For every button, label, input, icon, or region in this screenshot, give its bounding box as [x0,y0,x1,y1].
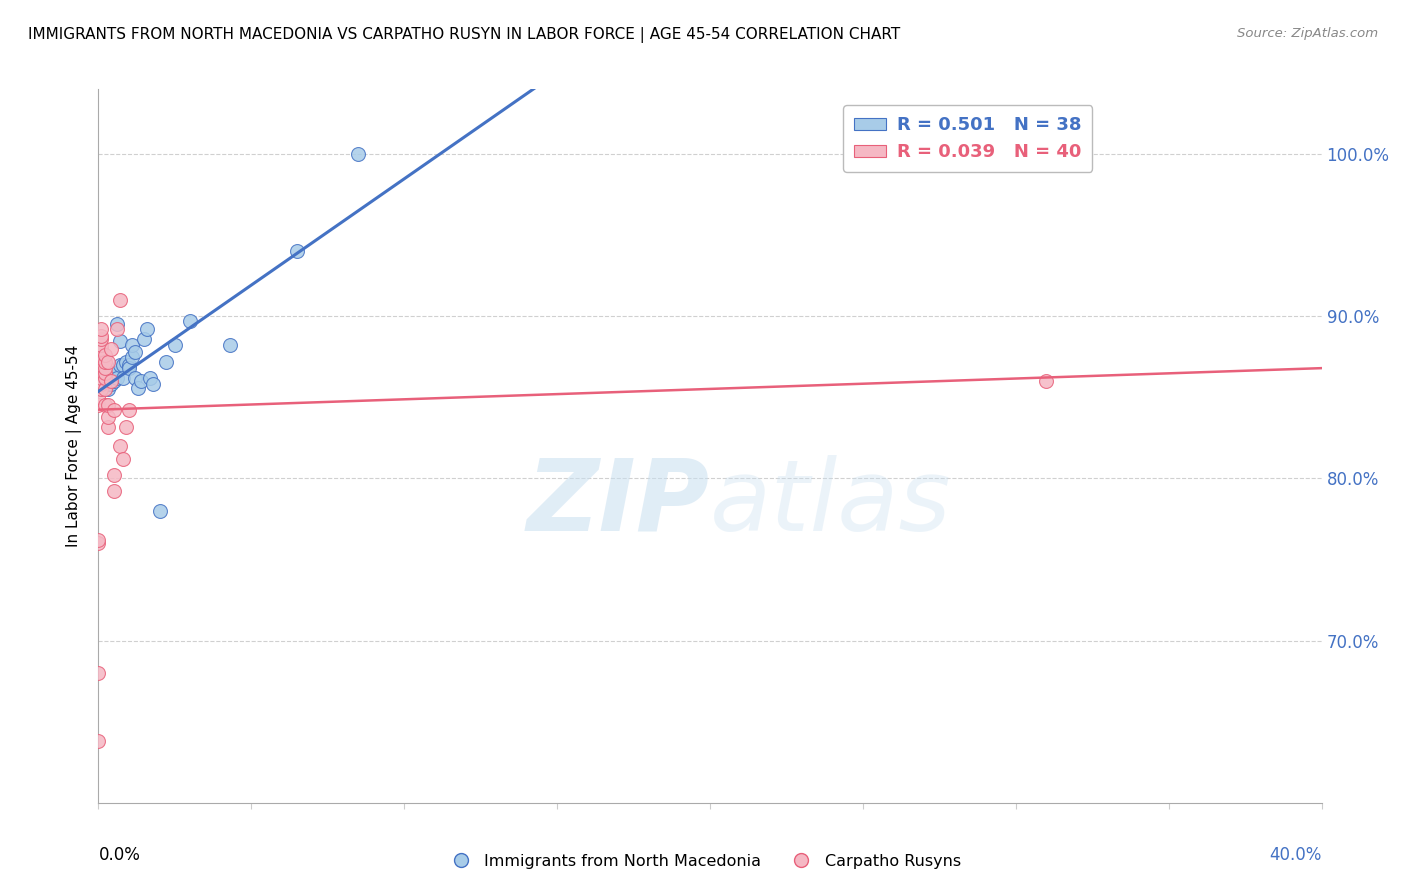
Point [87,666,110,681]
Point [105,371,128,385]
Text: 40.0%: 40.0% [1270,846,1322,863]
Point [90,364,112,378]
Point [97,354,120,368]
Point [179,314,201,328]
Point [100,342,122,356]
Point [90,322,112,336]
Point [136,322,159,336]
Point [129,374,152,388]
Point [124,345,146,359]
Point [93,354,115,368]
Point [90,382,112,396]
Point [111,371,134,385]
Point [105,318,128,332]
Point [103,366,125,380]
Point [93,348,115,362]
Point [163,338,186,352]
Point [347,147,370,161]
Point [118,358,141,372]
Point [118,403,141,417]
Point [90,371,112,385]
Point [111,452,134,467]
Point [97,371,120,385]
Point [285,244,308,259]
Point [93,371,115,385]
Point [90,358,112,372]
Point [115,419,138,434]
Point [108,358,131,372]
Point [155,354,177,368]
Point [134,332,156,346]
Point [87,734,110,748]
Point [103,468,125,483]
Point [87,533,110,547]
Point [93,377,115,392]
Point [93,366,115,380]
Point [121,350,143,364]
Point [90,382,112,396]
Text: IMMIGRANTS FROM NORTH MACEDONIA VS CARPATHO RUSYN IN LABOR FORCE | AGE 45-54 COR: IMMIGRANTS FROM NORTH MACEDONIA VS CARPA… [28,27,900,43]
Point [93,371,115,385]
Point [124,371,146,385]
Point [1035,374,1057,388]
Point [90,342,112,356]
Point [103,484,125,499]
Point [219,338,242,352]
Point [87,399,110,413]
Y-axis label: In Labor Force | Age 45-54: In Labor Force | Age 45-54 [66,345,83,547]
Point [149,504,172,518]
Point [100,377,122,392]
Point [127,381,149,395]
Point [105,322,128,336]
Point [108,293,131,307]
Point [100,374,122,388]
Point [93,382,115,396]
Point [139,371,162,385]
Point [118,361,141,376]
Point [115,354,138,368]
Point [90,351,112,366]
Text: 0.0%: 0.0% [98,846,141,863]
Point [93,399,115,413]
Point [121,338,143,352]
Point [93,382,115,396]
Point [97,419,120,434]
Text: Source: ZipAtlas.com: Source: ZipAtlas.com [1237,27,1378,40]
Point [103,374,125,388]
Point [90,338,112,352]
Point [111,358,134,372]
Text: atlas: atlas [710,455,952,551]
Point [90,332,112,346]
Legend: R = 0.501   N = 38, R = 0.039   N = 40: R = 0.501 N = 38, R = 0.039 N = 40 [844,105,1092,172]
Point [103,403,125,417]
Point [97,409,120,424]
Point [87,536,110,550]
Point [100,366,122,380]
Point [90,377,112,392]
Point [97,377,120,392]
Point [97,399,120,413]
Point [90,358,112,372]
Point [108,439,131,453]
Point [90,328,112,343]
Legend: Immigrants from North Macedonia, Carpatho Rusyns: Immigrants from North Macedonia, Carpath… [439,847,967,875]
Point [97,382,120,396]
Point [142,377,165,392]
Point [87,390,110,404]
Point [93,361,115,376]
Text: ZIP: ZIP [527,455,710,551]
Point [108,334,131,348]
